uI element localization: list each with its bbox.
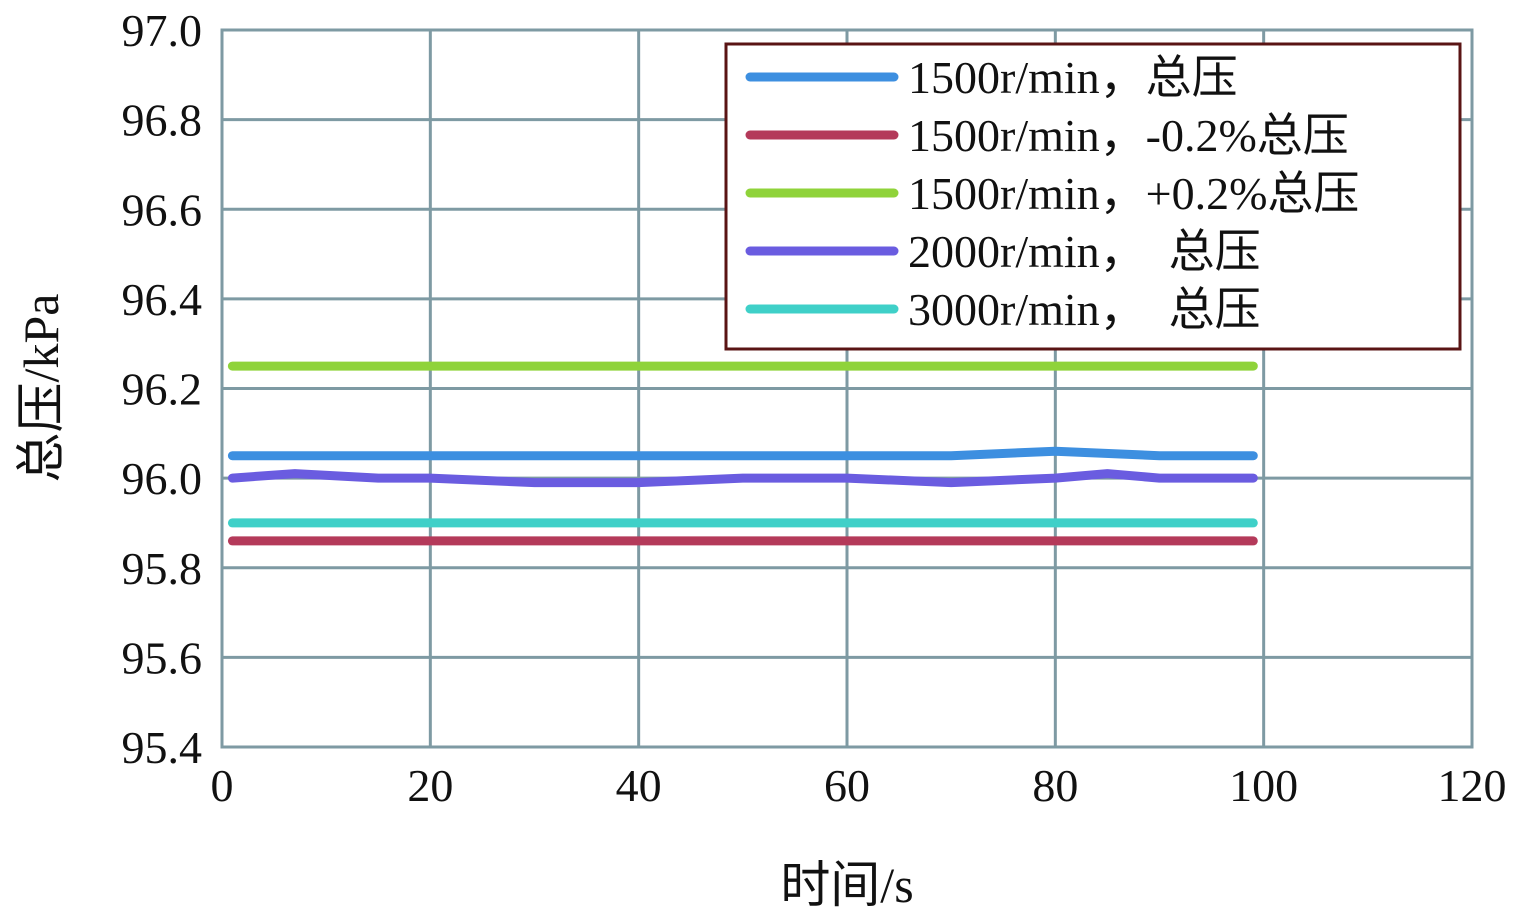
- x-tick-label: 60: [824, 760, 870, 811]
- y-tick-label: 96.8: [122, 95, 203, 146]
- x-tick-label: 0: [211, 760, 234, 811]
- y-tick-label: 96.6: [122, 184, 203, 235]
- legend-label-3: 1500r/min，+0.2%总压: [908, 168, 1359, 219]
- series-lines: [227, 361, 1258, 546]
- series-line-1: [227, 446, 1258, 461]
- y-tick-labels: 95.4 95.6 95.8 96.0 96.2 96.4 96.6 96.8 97.0: [122, 5, 203, 773]
- x-tick-label: 20: [407, 760, 453, 811]
- legend-label-2: 1500r/min，-0.2%总压: [908, 110, 1349, 161]
- y-tick-label: 95.8: [122, 543, 203, 594]
- y-tick-label: 97.0: [122, 5, 203, 56]
- x-tick-labels: 0 20 40 60 80 100 120: [211, 760, 1507, 811]
- x-tick-label: 40: [616, 760, 662, 811]
- series-line-4: [227, 469, 1258, 488]
- legend-label-1: 1500r/min，总压: [908, 52, 1238, 103]
- x-tick-label: 120: [1438, 760, 1507, 811]
- legend-label-4: 2000r/min， 总压: [908, 226, 1261, 277]
- y-tick-label: 95.4: [122, 722, 203, 773]
- y-tick-label: 96.2: [122, 364, 203, 415]
- y-tick-label: 96.0: [122, 453, 203, 504]
- legend: 1500r/min，总压 1500r/min，-0.2%总压 1500r/min，+…: [724, 42, 1462, 351]
- y-tick-label: 95.6: [122, 632, 203, 683]
- y-tick-label: 96.4: [122, 274, 203, 325]
- legend-label-5: 3000r/min， 总压: [908, 284, 1261, 335]
- x-tick-label: 100: [1229, 760, 1298, 811]
- y-axis-title: 总压/kPa: [13, 294, 69, 483]
- x-axis-title: 时间/s: [780, 857, 913, 913]
- x-tick-label: 80: [1032, 760, 1078, 811]
